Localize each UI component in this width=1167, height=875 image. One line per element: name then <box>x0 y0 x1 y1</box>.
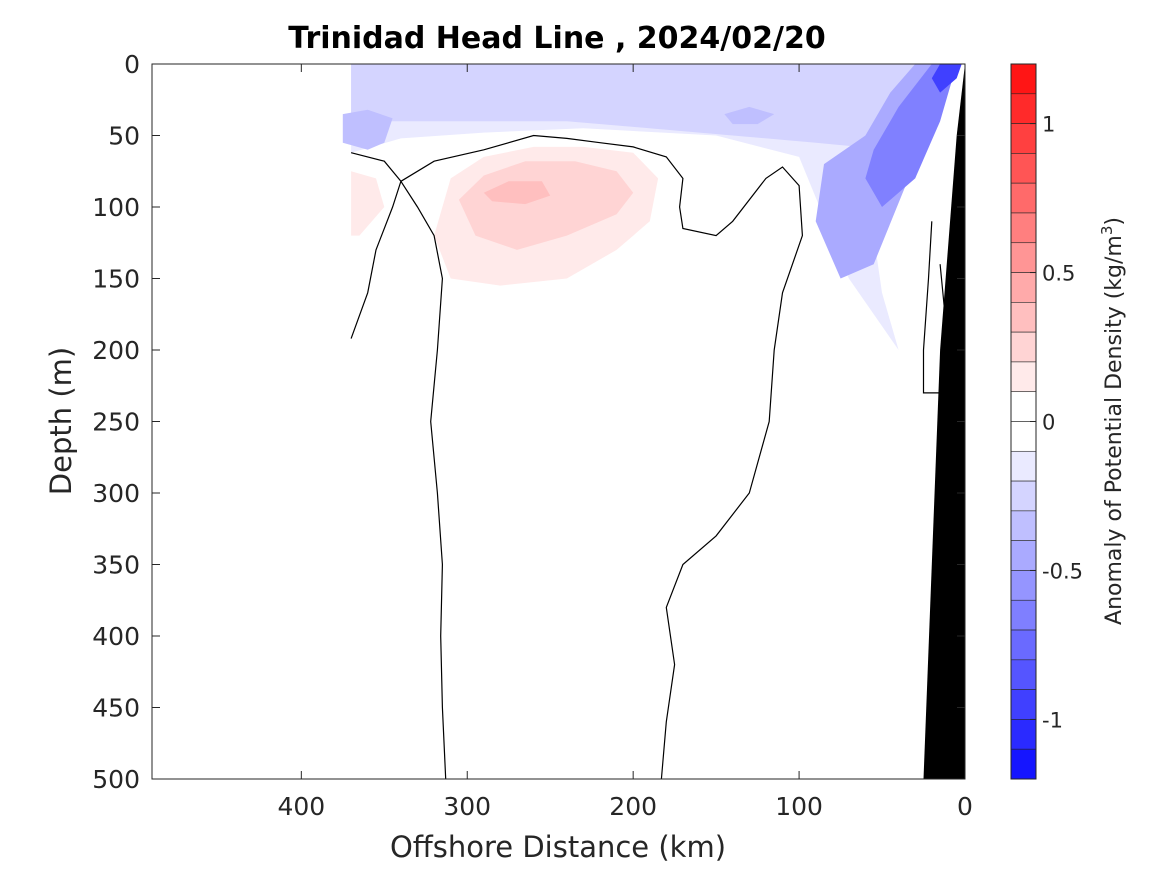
y-tick-label: 350 <box>92 551 140 580</box>
colorbar-swatch <box>1010 302 1037 333</box>
y-tick-label: 450 <box>92 694 140 723</box>
colorbar-swatch <box>1010 242 1037 273</box>
colorbar-tick-label: -0.5 <box>1042 559 1083 583</box>
seafloor <box>923 64 965 779</box>
colorbar-label-superscript: 3 <box>1098 226 1116 236</box>
bathymetry-layer <box>923 64 965 779</box>
colorbar-swatch <box>1010 599 1037 631</box>
colorbar-label-main: Anomaly of Potential Density (kg/m <box>1102 235 1127 625</box>
colorbar-swatch <box>1010 63 1037 95</box>
negative-anomaly-shelf <box>351 64 932 150</box>
x-tick-label: 300 <box>443 792 491 821</box>
positive-anomaly-west <box>351 171 385 236</box>
colorbar-swatch <box>1010 480 1037 512</box>
colorbar-swatch <box>1010 629 1037 661</box>
colorbar-swatch <box>1010 450 1037 482</box>
negative-anomaly-patch-140 <box>724 106 775 125</box>
positive-anomaly-lens-peak <box>483 181 551 205</box>
colorbar-swatch <box>1010 540 1037 571</box>
colorbar: 1 0.5 0 -0.5 -1 <box>1010 63 1083 780</box>
colorbar-label: Anomaly of Potential Density (kg/m3) <box>1098 217 1127 625</box>
x-axis: 400 300 200 100 0 <box>277 64 973 821</box>
x-tick-label: 0 <box>957 792 973 821</box>
x-tick-label: 200 <box>609 792 657 821</box>
positive-anomaly-lens-core <box>458 161 634 250</box>
colorbar-tick-label: 0.5 <box>1042 262 1075 286</box>
zero-contour-lens-top <box>400 134 804 779</box>
y-tick-label: 0 <box>124 50 140 79</box>
y-tick-label: 250 <box>92 408 140 437</box>
colorbar-swatch <box>1010 212 1037 244</box>
x-tick-label: 400 <box>277 792 325 821</box>
colorbar-tick-label: -1 <box>1042 708 1063 732</box>
colorbar-swatch <box>1010 748 1037 780</box>
y-tick-label: 100 <box>92 193 140 222</box>
colorbar-swatch <box>1010 182 1037 214</box>
colorbar-swatch <box>1010 331 1037 363</box>
x-tick-label: 100 <box>775 792 823 821</box>
colorbar-swatch <box>1010 570 1037 601</box>
negative-anomaly-coast-core <box>931 64 962 93</box>
colorbar-swatch <box>1010 93 1037 124</box>
y-tick-label: 150 <box>92 265 140 294</box>
y-axis: 0 50 100 150 200 250 300 350 400 450 500 <box>92 50 965 794</box>
colorbar-tick-label: 0 <box>1042 411 1055 435</box>
colorbar-swatch <box>1010 510 1037 541</box>
chart-title: Trinidad Head Line , 2024/02/20 <box>288 21 825 56</box>
colorbar-swatch <box>1010 689 1037 720</box>
colorbar-swatch <box>1010 391 1037 422</box>
y-tick-label: 500 <box>92 765 140 794</box>
colorbar-label-close: ) <box>1102 217 1127 226</box>
colorbar-swatch <box>1010 719 1037 750</box>
negative-anomaly-patch-350 <box>342 109 393 150</box>
colorbar-swatch <box>1010 272 1037 303</box>
y-tick-label: 50 <box>108 122 140 151</box>
zero-contour-lens <box>400 180 447 779</box>
colorbar-swatch <box>1010 659 1037 690</box>
x-axis-label: Offshore Distance (km) <box>390 830 726 864</box>
colorbar-swatch <box>1010 153 1037 184</box>
zero-contour-west <box>350 152 402 339</box>
colorbar-tick-label: 1 <box>1042 113 1055 137</box>
colorbar-swatch <box>1010 123 1037 154</box>
colorbar-swatch <box>1010 361 1037 393</box>
negative-anomaly-coast-deep <box>865 64 957 207</box>
y-tick-label: 200 <box>92 336 140 365</box>
y-tick-label: 400 <box>92 622 140 651</box>
y-tick-label: 300 <box>92 479 140 508</box>
colorbar-swatch <box>1010 421 1037 452</box>
anomaly-fill-layer <box>342 64 962 350</box>
y-axis-label: Depth (m) <box>44 347 78 495</box>
